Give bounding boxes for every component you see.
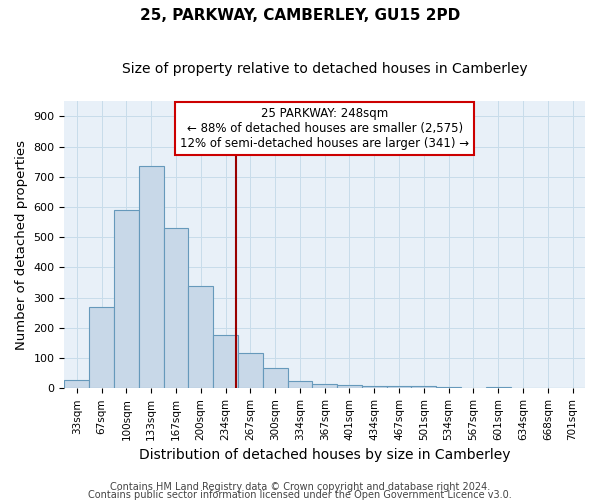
Bar: [139, 166, 164, 388]
Bar: [412, 386, 436, 388]
Bar: [188, 286, 213, 389]
Bar: [436, 387, 461, 388]
Text: 25 PARKWAY: 248sqm
← 88% of detached houses are smaller (2,575)
12% of semi-deta: 25 PARKWAY: 248sqm ← 88% of detached hou…: [180, 107, 469, 150]
Bar: [213, 336, 238, 388]
Bar: [386, 386, 412, 388]
X-axis label: Distribution of detached houses by size in Camberley: Distribution of detached houses by size …: [139, 448, 511, 462]
Bar: [164, 228, 188, 388]
Text: Contains HM Land Registry data © Crown copyright and database right 2024.: Contains HM Land Registry data © Crown c…: [110, 482, 490, 492]
Title: Size of property relative to detached houses in Camberley: Size of property relative to detached ho…: [122, 62, 527, 76]
Bar: [287, 381, 313, 388]
Bar: [238, 353, 263, 388]
Bar: [114, 210, 139, 388]
Y-axis label: Number of detached properties: Number of detached properties: [15, 140, 28, 350]
Bar: [337, 384, 362, 388]
Bar: [263, 368, 287, 388]
Bar: [64, 380, 89, 388]
Text: 25, PARKWAY, CAMBERLEY, GU15 2PD: 25, PARKWAY, CAMBERLEY, GU15 2PD: [140, 8, 460, 22]
Bar: [362, 386, 386, 388]
Bar: [313, 384, 337, 388]
Text: Contains public sector information licensed under the Open Government Licence v3: Contains public sector information licen…: [88, 490, 512, 500]
Bar: [89, 306, 114, 388]
Bar: [486, 387, 511, 388]
